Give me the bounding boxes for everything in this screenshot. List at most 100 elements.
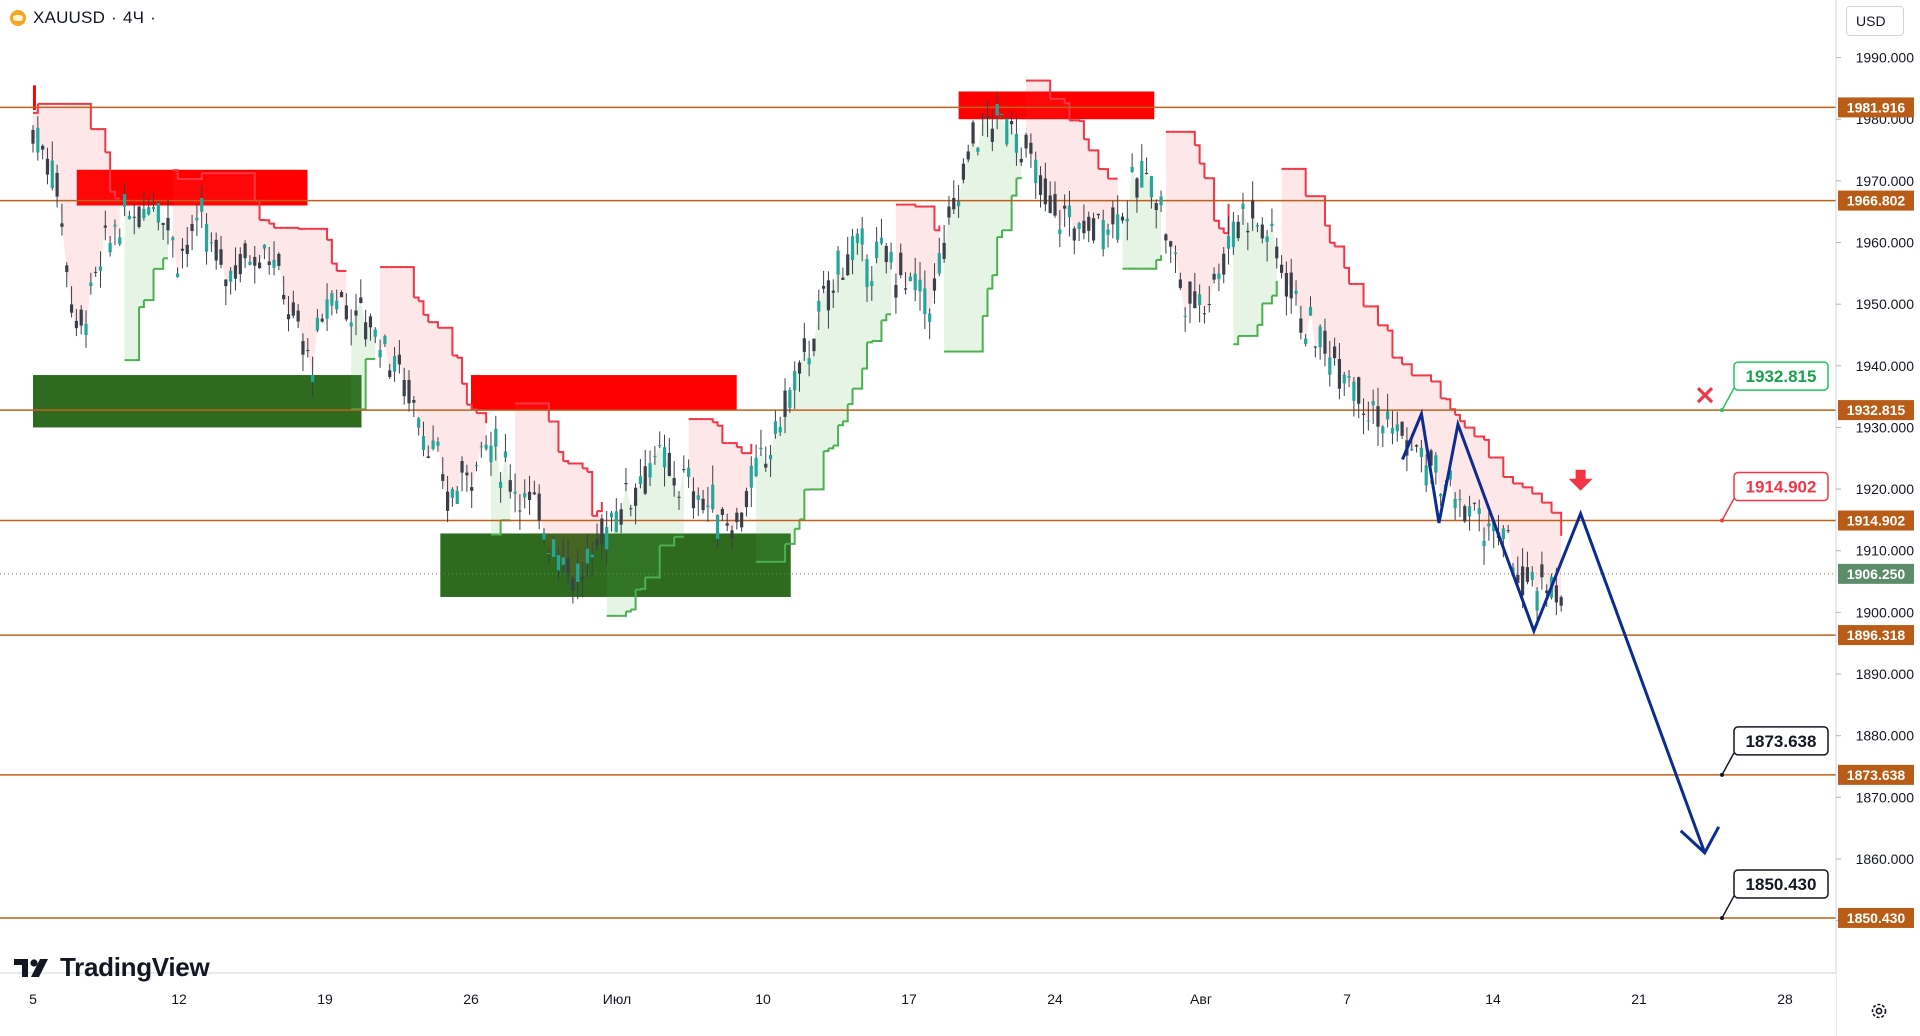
trend-fill bbox=[1030, 80, 1036, 172]
trend-fill bbox=[799, 345, 805, 520]
candle-body bbox=[1424, 465, 1428, 486]
currency-button[interactable]: USD bbox=[1846, 6, 1904, 36]
candle-body bbox=[233, 265, 238, 279]
tradingview-logo[interactable]: TradingView bbox=[14, 952, 210, 983]
trend-line-segment bbox=[597, 501, 603, 513]
symbol-name[interactable]: XAUUSD bbox=[33, 8, 106, 27]
trend-line-segment bbox=[110, 190, 116, 199]
candle-body bbox=[831, 290, 835, 293]
candle-body bbox=[1337, 358, 1342, 389]
candle-body bbox=[595, 539, 599, 546]
candle-body bbox=[267, 261, 271, 265]
candle-body bbox=[224, 279, 228, 287]
zone-supply-3 bbox=[471, 375, 737, 411]
candle-body bbox=[142, 208, 146, 218]
candle-body bbox=[585, 548, 589, 564]
trend-fill bbox=[654, 445, 660, 578]
trend-fill bbox=[196, 179, 202, 220]
callout-leader bbox=[1721, 895, 1735, 919]
candle-body bbox=[1058, 229, 1062, 235]
interval-label[interactable]: 4Ч bbox=[122, 8, 145, 27]
candle-body bbox=[812, 338, 816, 352]
candle-body bbox=[460, 461, 464, 473]
trend-line-segment bbox=[669, 536, 676, 547]
candle-body bbox=[1521, 566, 1525, 596]
trend-line-segment bbox=[1083, 138, 1090, 151]
trend-fill bbox=[900, 204, 906, 289]
trend-fill bbox=[587, 471, 593, 557]
candle-body bbox=[662, 447, 667, 468]
candle-body bbox=[855, 233, 859, 244]
trend-fill bbox=[1040, 80, 1046, 192]
trend-line-segment bbox=[544, 402, 550, 422]
candle-body bbox=[98, 266, 103, 271]
candle-body bbox=[1270, 223, 1274, 227]
trend-line-segment bbox=[1199, 162, 1206, 179]
trend-fill bbox=[717, 425, 723, 527]
candle-body bbox=[31, 129, 35, 144]
y-tick-label: 1900.000 bbox=[1856, 604, 1915, 620]
candle-body bbox=[1289, 272, 1293, 299]
trend-fill bbox=[428, 322, 434, 458]
callout-box bbox=[1733, 726, 1829, 756]
candle-body bbox=[219, 249, 223, 265]
candle-body bbox=[1014, 134, 1019, 153]
candle-body bbox=[1371, 401, 1375, 406]
candle-body bbox=[94, 271, 98, 273]
trend-fill bbox=[1300, 168, 1306, 342]
chart-header[interactable]: XAUUSD · 4Ч · bbox=[10, 8, 156, 28]
cross-icon bbox=[1696, 386, 1714, 404]
candle-body bbox=[253, 256, 257, 266]
candle-body bbox=[1120, 216, 1125, 221]
trend-line-segment bbox=[1045, 79, 1052, 99]
candle-body bbox=[344, 305, 348, 320]
zone-supply-1 bbox=[76, 169, 308, 206]
trend-line-segment bbox=[1387, 329, 1394, 358]
trend-fill bbox=[1353, 283, 1359, 392]
trend-fill bbox=[515, 403, 520, 511]
candle-body bbox=[484, 444, 488, 449]
trend-fill bbox=[1247, 209, 1253, 336]
candle-body bbox=[1140, 161, 1144, 188]
trend-line-segment bbox=[249, 172, 256, 201]
x-tick-label: 12 bbox=[171, 991, 187, 1007]
candle-body bbox=[672, 478, 676, 486]
trend-fill bbox=[442, 327, 448, 502]
candle-body bbox=[928, 313, 932, 322]
trend-line-segment bbox=[881, 314, 888, 322]
current-price-tag-label: 1906.250 bbox=[1847, 566, 1906, 582]
candle-body bbox=[1376, 406, 1380, 427]
candle-body bbox=[764, 463, 768, 468]
trend-line-segment bbox=[838, 421, 844, 427]
trend-line-segment bbox=[1397, 356, 1404, 365]
trend-fill bbox=[592, 515, 598, 556]
candle-body bbox=[45, 158, 50, 175]
candle-body bbox=[715, 514, 720, 539]
candle-body bbox=[499, 481, 503, 488]
trend-fill bbox=[621, 483, 626, 616]
trend-fill bbox=[1026, 80, 1031, 149]
candle-body bbox=[407, 379, 411, 404]
candle-body bbox=[1299, 318, 1303, 333]
gear-icon[interactable] bbox=[1870, 1002, 1888, 1020]
trend-fill bbox=[765, 457, 771, 562]
current-price-tag-bg bbox=[1838, 563, 1914, 584]
candles-layer bbox=[31, 92, 1563, 623]
candle-body bbox=[711, 484, 715, 510]
trend-fill bbox=[481, 413, 487, 447]
candle-body bbox=[1313, 346, 1317, 348]
candle-body bbox=[658, 445, 662, 447]
trend-fill bbox=[842, 264, 848, 422]
candle-body bbox=[465, 472, 469, 476]
trend-line-segment bbox=[857, 368, 864, 390]
price-tag-bg bbox=[1838, 190, 1914, 211]
candle-body bbox=[918, 279, 922, 292]
trend-fill bbox=[1493, 457, 1499, 536]
trend-line-segment bbox=[1064, 102, 1071, 121]
candle-body bbox=[156, 203, 160, 223]
trend-fill bbox=[139, 213, 144, 307]
candle-body bbox=[272, 259, 276, 268]
trend-fill bbox=[563, 461, 569, 566]
candle-body bbox=[185, 244, 189, 255]
